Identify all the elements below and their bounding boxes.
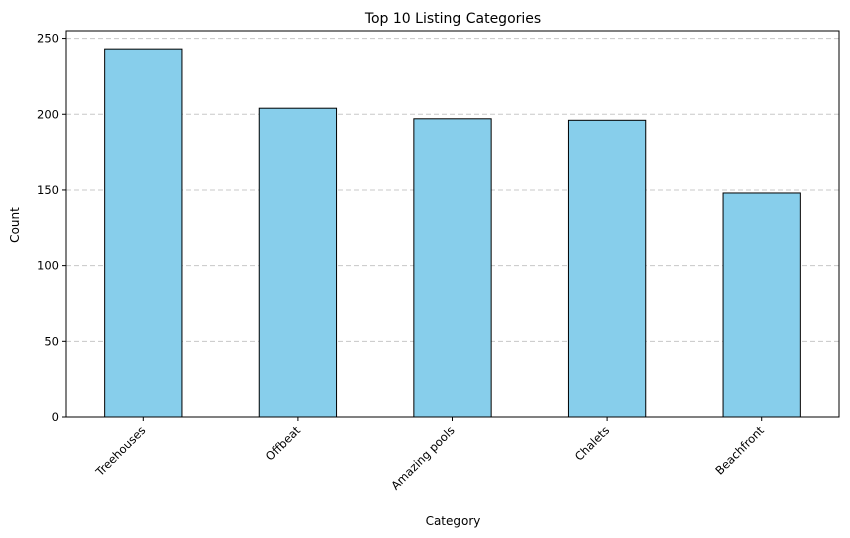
y-tick-label: 200 [37,107,59,121]
x-axis-label: Category [426,514,481,528]
bar-beachfront [722,192,801,418]
bar-amazing-pools [413,118,492,418]
x-tick-label: Chalets [572,423,612,463]
y-axis-ticks: 0 50 100 150 200 250 [37,32,66,424]
x-tick-label: Treehouses [92,423,148,479]
x-tick-label: Beachfront [712,423,767,478]
bar-treehouses [104,48,183,418]
y-tick-label: 0 [52,410,59,424]
y-tick-label: 150 [37,183,59,197]
bar-chalets [567,119,647,418]
x-axis-ticks: Treehouses Offbeat Amazing pools Chalets Bea… [92,417,767,493]
y-tick-label: 100 [37,259,59,273]
bar-offbeat [258,107,338,418]
y-axis-label: Count [8,207,22,243]
bars [104,48,801,418]
y-tick-label: 50 [44,334,59,348]
y-tick-label: 250 [37,32,59,46]
x-tick-label: Offbeat [263,423,304,464]
x-tick-label: Amazing pools [388,423,457,492]
chart-title: Top 10 Listing Categories [364,11,541,27]
